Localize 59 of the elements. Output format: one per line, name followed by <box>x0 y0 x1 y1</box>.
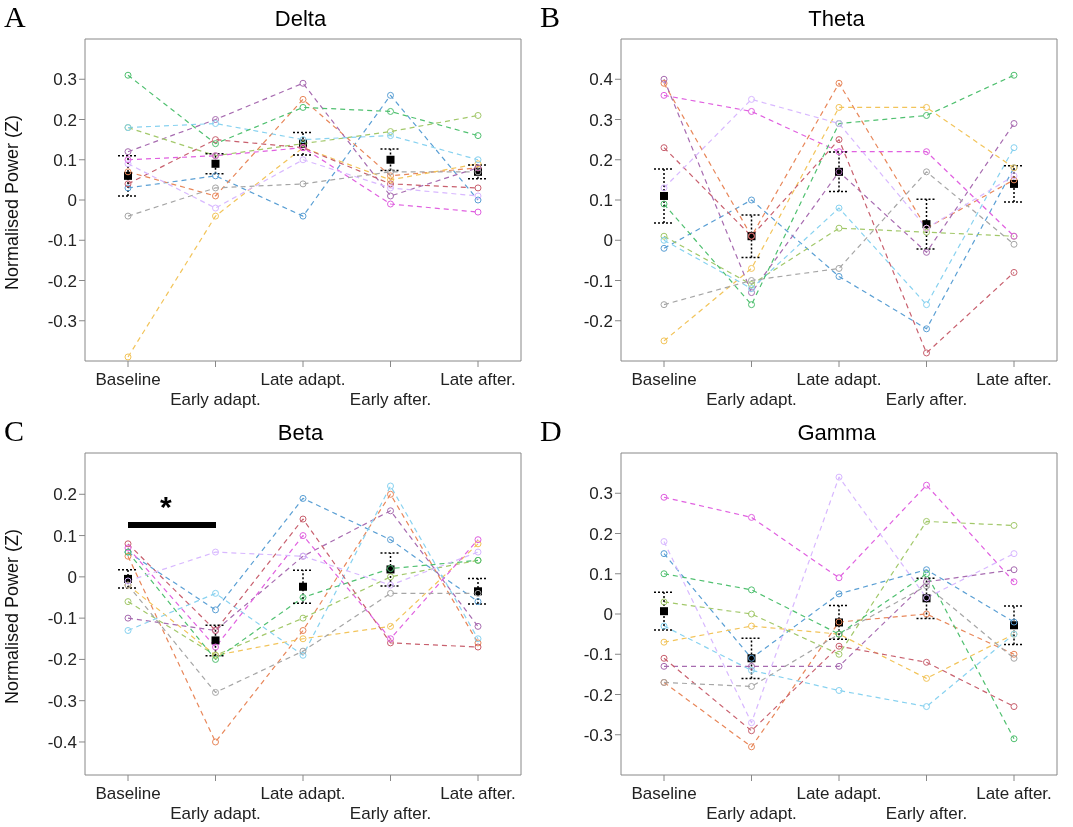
y-tick-label: -0.3 <box>47 311 77 331</box>
x-tick-label: Late adapt. <box>260 783 346 803</box>
y-tick-label: -0.2 <box>583 685 613 705</box>
y-tick-label: 0.3 <box>589 110 613 130</box>
annotation: * <box>160 489 172 523</box>
y-tick-label: 0 <box>603 231 613 251</box>
y-tick-label: -0.1 <box>47 231 77 251</box>
x-tick-label: Early after. <box>885 390 968 409</box>
x-tick-label: Early adapt. <box>706 390 797 409</box>
y-tick-label: 0.3 <box>589 483 613 503</box>
x-tick-label: Early adapt. <box>170 390 261 409</box>
y-tick-label: -0.2 <box>47 271 77 291</box>
text: B <box>540 0 561 34</box>
x-tick-label: Early adapt. <box>170 803 261 823</box>
y-tick-label: 0.2 <box>53 484 77 504</box>
y-tick-label: 0.1 <box>589 191 613 211</box>
y-tick-label: 0.2 <box>589 524 613 544</box>
y-tick-label: 0.4 <box>589 70 613 90</box>
y-tick-label: 0.2 <box>589 150 613 170</box>
text: D <box>540 413 562 448</box>
chart-title: Theta <box>807 6 866 32</box>
y-tick-label: 0.3 <box>53 70 77 90</box>
y-tick-label: -0.3 <box>583 725 613 745</box>
y-tick-label: 0 <box>603 604 613 624</box>
x-tick-label: Baseline <box>631 783 697 803</box>
x-tick-label: Early after. <box>885 803 968 823</box>
y-tick-label: 0.1 <box>53 150 77 170</box>
x-tick-label: Baseline <box>95 370 161 389</box>
x-tick-label: Late after. <box>976 370 1052 389</box>
y-tick-label: 0.2 <box>53 110 77 130</box>
x-tick-label: Early after. <box>349 803 432 823</box>
y-axis-title: Normalised Power (Z) <box>2 114 23 290</box>
y-tick-label: 0 <box>67 567 77 587</box>
y-tick-label: -0.2 <box>47 649 77 669</box>
x-tick-label: Late after. <box>440 370 516 389</box>
x-tick-label: Baseline <box>95 783 161 803</box>
x-tick-label: Early after. <box>349 390 432 409</box>
x-tick-label: Baseline <box>631 370 697 389</box>
y-tick-label: -0.1 <box>47 608 77 628</box>
y-tick-label: -0.1 <box>583 644 613 664</box>
y-tick-label: -0.3 <box>47 691 77 711</box>
chart-title: Gamma <box>796 419 877 446</box>
y-axis-title: Normalised Power (Z) <box>2 528 23 704</box>
chart-title: Beta <box>276 419 325 446</box>
x-tick-label: Late after. <box>976 783 1052 803</box>
x-tick-label: Late adapt. <box>260 370 346 389</box>
chart-title: Delta <box>273 6 328 32</box>
y-tick-label: -0.1 <box>583 271 613 291</box>
y-tick-label: -0.2 <box>583 311 613 331</box>
y-tick-label: 0.1 <box>53 526 77 546</box>
text: A <box>4 0 26 34</box>
text: C <box>4 413 25 448</box>
x-tick-label: Late after. <box>440 783 516 803</box>
x-tick-label: Early adapt. <box>706 803 797 823</box>
y-tick-label: 0 <box>67 191 77 211</box>
y-tick-label: 0.1 <box>589 564 613 584</box>
x-tick-label: Late adapt. <box>796 783 882 803</box>
y-tick-label: -0.4 <box>47 732 77 752</box>
x-tick-label: Late adapt. <box>796 370 882 389</box>
